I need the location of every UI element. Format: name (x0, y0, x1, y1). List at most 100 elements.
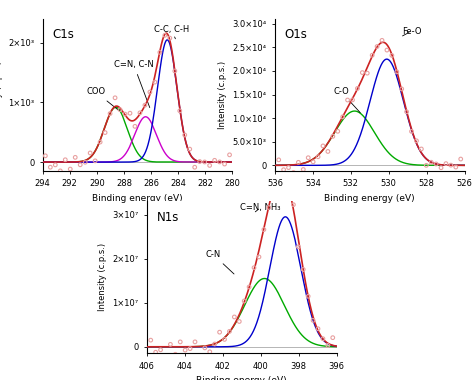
Point (304, 155, 312, 161)
Point (191, 164, 199, 170)
Point (309, 317, 317, 323)
Point (147, 337, 155, 343)
X-axis label: Binding energy (eV): Binding energy (eV) (196, 376, 287, 380)
Point (295, 159, 302, 165)
Point (82, 159, 89, 165)
Point (72, 154, 79, 160)
Point (388, 52, 396, 59)
Point (86, 150, 94, 156)
Point (191, 339, 199, 345)
Text: C-C, C-H: C-C, C-H (154, 25, 189, 39)
Point (270, 182, 277, 188)
Point (66, 166, 74, 172)
Point (91, 158, 99, 164)
Point (162, 353, 169, 359)
Point (230, 314, 238, 320)
Point (280, 174, 287, 180)
Point (167, 341, 174, 347)
Text: N1s: N1s (156, 211, 179, 223)
Point (442, 161, 450, 167)
Point (116, 107, 124, 113)
Text: C=N, NH₃: C=N, NH₃ (240, 203, 281, 212)
Point (62, 157, 69, 163)
Point (403, 109, 410, 115)
Point (280, 167, 287, 173)
Point (106, 111, 114, 117)
Point (349, 97, 356, 103)
Point (42, 153, 49, 159)
Point (186, 146, 193, 152)
Point (422, 162, 430, 168)
Point (398, 86, 405, 92)
Point (334, 128, 342, 135)
Point (171, 68, 179, 74)
Point (211, 157, 219, 163)
Point (182, 347, 189, 353)
Point (240, 298, 248, 304)
Point (176, 339, 184, 345)
Point (290, 169, 297, 176)
Point (314, 326, 322, 332)
Point (156, 49, 164, 55)
Point (329, 133, 337, 139)
Point (226, 328, 233, 334)
Point (250, 264, 258, 271)
Point (344, 97, 351, 103)
Point (76, 162, 84, 168)
Point (52, 162, 59, 168)
Point (211, 341, 219, 347)
Point (172, 351, 179, 357)
Point (141, 102, 149, 108)
Point (196, 354, 204, 360)
Point (96, 139, 104, 145)
Point (221, 336, 228, 342)
Point (432, 161, 440, 167)
Point (319, 336, 327, 342)
Point (201, 345, 209, 351)
Point (285, 165, 292, 171)
Point (201, 159, 209, 165)
Point (329, 335, 337, 341)
Point (226, 152, 233, 158)
Point (437, 165, 445, 171)
Text: C1s: C1s (52, 28, 74, 41)
Point (285, 180, 292, 187)
X-axis label: Binding energy (eV): Binding energy (eV) (324, 194, 415, 203)
Point (300, 166, 307, 173)
Point (275, 157, 283, 163)
Point (354, 86, 361, 92)
Point (275, 173, 283, 179)
Point (216, 159, 223, 165)
Point (408, 128, 415, 135)
Point (300, 266, 307, 272)
Point (206, 162, 213, 168)
Point (364, 70, 371, 76)
Text: C-N: C-N (206, 250, 234, 274)
Point (186, 345, 194, 352)
Text: O1s: O1s (284, 28, 307, 41)
Point (413, 138, 420, 144)
Y-axis label: Intensity (c.p.s.): Intensity (c.p.s.) (218, 61, 227, 129)
Point (339, 114, 346, 120)
Point (246, 284, 253, 290)
Point (196, 158, 203, 165)
Point (206, 349, 214, 355)
Point (374, 43, 381, 49)
Point (255, 254, 263, 260)
Y-axis label: Intensity (c.p.s.): Intensity (c.p.s.) (98, 243, 107, 312)
Point (290, 202, 297, 208)
Point (452, 164, 460, 170)
Point (152, 349, 159, 355)
Point (101, 130, 109, 136)
Point (176, 108, 183, 114)
Point (181, 132, 189, 138)
Point (418, 146, 425, 152)
Point (383, 47, 391, 53)
Point (319, 143, 327, 149)
Point (265, 204, 273, 211)
Point (121, 111, 129, 117)
Text: Fe-O: Fe-O (401, 27, 421, 36)
X-axis label: Binding energy (eV): Binding energy (eV) (92, 194, 183, 203)
Point (126, 110, 134, 116)
Point (304, 293, 312, 299)
